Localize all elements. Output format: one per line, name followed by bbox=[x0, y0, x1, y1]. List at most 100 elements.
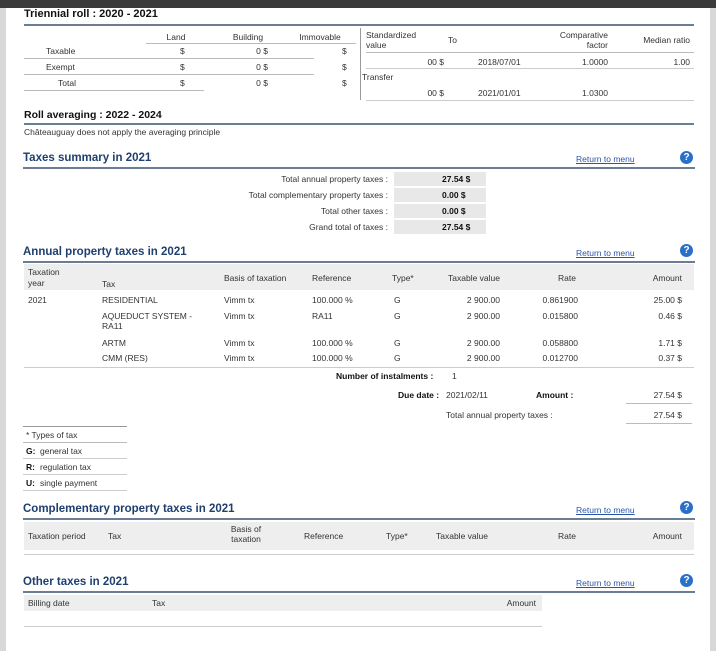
other-end bbox=[24, 626, 542, 627]
total-line bbox=[626, 423, 692, 424]
help-circle-icon[interactable]: ? bbox=[680, 501, 693, 514]
legend-title: * Types of tax bbox=[26, 430, 78, 440]
std-value-2: 00 $ bbox=[427, 88, 444, 98]
hdr-reference: Reference bbox=[312, 273, 352, 283]
annual-type: G bbox=[394, 353, 401, 363]
instalments-value: 1 bbox=[452, 371, 457, 381]
summary-value-bg bbox=[394, 220, 486, 234]
annual-reference: 100.000 % bbox=[312, 295, 353, 305]
annual-type: G bbox=[394, 338, 401, 348]
triennial-building: 0 $ bbox=[256, 62, 268, 72]
hdr-rate: Rate bbox=[558, 273, 576, 283]
annual-amount: 0.46 $ bbox=[658, 311, 682, 321]
due-label: Due date : bbox=[398, 390, 440, 400]
legend-code: U: bbox=[26, 478, 35, 488]
std-head-line bbox=[366, 52, 694, 53]
triennial-divider bbox=[24, 24, 694, 26]
legend-text: single payment bbox=[40, 478, 98, 488]
annual-rate: 0.012700 bbox=[542, 353, 578, 363]
triennial-land: $ bbox=[180, 78, 185, 88]
help-circle-icon[interactable]: ? bbox=[680, 244, 693, 257]
hdr-comp-type: Type* bbox=[386, 531, 408, 541]
hdr-other-tax: Tax bbox=[152, 598, 166, 608]
other-header-bg bbox=[24, 595, 542, 611]
annual-title: Annual property taxes in 2021 bbox=[23, 246, 187, 258]
legend-text: regulation tax bbox=[40, 462, 92, 472]
legend-head-line bbox=[23, 442, 127, 443]
hdr-amount: Amount bbox=[652, 273, 682, 283]
annual-amount: 0.37 $ bbox=[658, 353, 682, 363]
tax-account-page: Triennial roll : 2020 - 2021 Land Buildi… bbox=[6, 8, 710, 651]
triennial-row-line bbox=[24, 58, 314, 59]
std-value-1: 00 $ bbox=[427, 57, 444, 67]
summary-label: Total complementary property taxes : bbox=[248, 190, 388, 200]
triennial-land: $ bbox=[180, 46, 185, 56]
hdr-taxable: Taxable value bbox=[448, 273, 500, 283]
triennial-row-label: Taxable bbox=[46, 46, 76, 56]
triennial-immovable: $ bbox=[342, 78, 347, 88]
col-comparative: Comparative factor bbox=[559, 30, 608, 50]
summary-return-link[interactable]: Return to menu bbox=[576, 154, 635, 164]
annual-rate: 0.058800 bbox=[542, 338, 578, 348]
instalments-label: Number of instalments : bbox=[336, 371, 434, 381]
hdr-period: Taxation period bbox=[28, 531, 86, 541]
amount-line bbox=[626, 403, 692, 404]
triennial-title: Triennial roll : 2020 - 2021 bbox=[24, 8, 158, 20]
annual-tax: CMM (RES) bbox=[102, 353, 148, 363]
complementary-header-bg bbox=[24, 522, 694, 550]
top-bar bbox=[0, 0, 716, 8]
hdr-comp-basis: Basis of taxation bbox=[230, 524, 262, 544]
triennial-row-line bbox=[24, 74, 314, 75]
col-to: To bbox=[448, 35, 457, 45]
hdr-tax: Tax bbox=[102, 279, 116, 289]
annual-type: G bbox=[394, 295, 401, 305]
averaging-note: Châteauguay does not apply the averaging… bbox=[24, 127, 221, 137]
col-land: Land bbox=[166, 32, 186, 42]
annual-amount: 25.00 $ bbox=[653, 295, 682, 305]
col-median: Median ratio bbox=[643, 35, 690, 45]
std-to-2: 2021/01/01 bbox=[478, 88, 521, 98]
total-annual-value: 27.54 $ bbox=[653, 410, 682, 420]
annual-type: G bbox=[394, 311, 401, 321]
legend-row-line bbox=[23, 458, 127, 459]
legend-text: general tax bbox=[40, 446, 83, 456]
annual-header-bg bbox=[24, 264, 694, 290]
hdr-year: Taxation year bbox=[28, 267, 60, 288]
other-title: Other taxes in 2021 bbox=[23, 576, 129, 588]
annual-return-link[interactable]: Return to menu bbox=[576, 248, 635, 258]
averaging-title: Roll averaging : 2022 - 2024 bbox=[24, 109, 162, 121]
annual-taxable: 2 900.00 bbox=[466, 295, 500, 305]
triennial-head-line bbox=[146, 43, 356, 44]
annual-tax: RESIDENTIAL bbox=[102, 295, 158, 305]
annual-basis: Vimm tx bbox=[224, 338, 255, 348]
averaging-divider bbox=[24, 123, 694, 125]
other-divider bbox=[23, 591, 695, 593]
complementary-return-link[interactable]: Return to menu bbox=[576, 505, 635, 515]
annual-tax: AQUEDUCT SYSTEM - RA11 bbox=[102, 311, 193, 331]
complementary-divider bbox=[23, 518, 695, 520]
summary-value: 0.00 $ bbox=[442, 206, 466, 216]
other-return-link[interactable]: Return to menu bbox=[576, 578, 635, 588]
hdr-comp-amount: Amount bbox=[652, 531, 682, 541]
annual-reference: 100.000 % bbox=[312, 338, 353, 348]
summary-value-bg bbox=[394, 204, 486, 218]
summary-label: Grand total of taxes : bbox=[309, 222, 388, 232]
annual-taxable: 2 900.00 bbox=[466, 338, 500, 348]
annual-taxable: 2 900.00 bbox=[466, 353, 500, 363]
triennial-building: 0 $ bbox=[256, 78, 268, 88]
summary-value: 27.54 $ bbox=[442, 222, 471, 232]
std-line-1 bbox=[366, 68, 694, 69]
legend-row-line bbox=[23, 490, 127, 491]
help-circle-icon[interactable]: ? bbox=[680, 151, 693, 164]
hdr-comp-tax: Tax bbox=[108, 531, 122, 541]
annual-year: 2021 bbox=[28, 295, 47, 305]
summary-value-bg bbox=[394, 172, 486, 186]
help-circle-icon[interactable]: ? bbox=[680, 574, 693, 587]
std-to-1: 2018/07/01 bbox=[478, 57, 521, 67]
hdr-comp-reference: Reference bbox=[304, 531, 344, 541]
triennial-immovable: $ bbox=[342, 46, 347, 56]
legend-code: R: bbox=[26, 462, 35, 472]
amount-label: Amount : bbox=[536, 390, 574, 400]
annual-amount: 1.71 $ bbox=[658, 338, 682, 348]
hdr-comp-taxable: Taxable value bbox=[436, 531, 488, 541]
